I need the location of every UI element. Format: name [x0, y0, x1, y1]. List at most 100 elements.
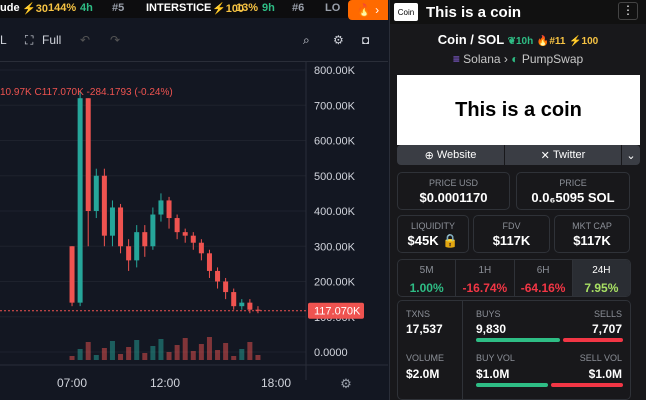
price-chart[interactable]: 800.00K 700.00K 600.00K 500.00K 400.00K 300.0…: [0, 20, 388, 400]
solana-icon: ≡: [452, 52, 460, 66]
volume-bar: [239, 349, 245, 360]
score-badge: ⚡100: [569, 36, 599, 47]
settings-icon[interactable]: ⚙: [340, 377, 352, 392]
rank-value: #11: [549, 36, 566, 47]
volume-bar: [158, 339, 164, 360]
candle-body: [142, 232, 148, 247]
txns-value: 17,537: [406, 322, 443, 336]
candle-body: [166, 200, 172, 219]
lock-icon[interactable]: 🔒: [442, 233, 459, 248]
website-button[interactable]: ⊕ Website: [397, 145, 504, 165]
sells-label: SELLS: [593, 309, 622, 319]
pair-panel: Coin This is a coin ⋮ Coin / SOL ❦10h 🔥#…: [389, 0, 646, 400]
ticker-item-2[interactable]: INTERSTICE: [146, 2, 212, 14]
y-tick-label: 400.00K: [314, 206, 356, 218]
ticker-item-1[interactable]: ude: [0, 2, 20, 14]
y-tick-label: 0.0000: [314, 347, 348, 359]
volume-bar: [109, 341, 115, 360]
fire-icon: 🔥: [356, 3, 372, 17]
volume-bar: [231, 356, 237, 360]
tab-1h-label: 1H: [478, 265, 492, 276]
y-tick-label: 300.00K: [314, 241, 356, 253]
stats-divider: [462, 301, 463, 400]
more-icon[interactable]: ⋮: [618, 2, 638, 20]
volume-bar: [85, 342, 91, 360]
volume-bar: [206, 337, 212, 360]
ticker-age-1: 4h: [80, 2, 93, 14]
volume-value: $2.0M: [406, 367, 440, 381]
chain-breadcrumb: ≡ Solana › ◐ PumpSwap: [452, 52, 584, 66]
pair-name: Coin / SOL: [437, 32, 504, 47]
price-usd-value: $0.0001170: [419, 190, 488, 205]
candle-body: [190, 235, 196, 243]
liquidity-label: LIQUIDITY: [410, 221, 455, 231]
fullscreen-label: Full: [42, 33, 62, 47]
camera-icon[interactable]: ◘: [362, 33, 370, 47]
tab-5m-label: 5M: [419, 265, 434, 276]
candle-body: [247, 302, 253, 310]
tab-6h-value: -64.16%: [520, 281, 566, 295]
ticker-pct-1: 144%: [48, 2, 77, 14]
candle-body: [158, 200, 164, 215]
volume-bar: [247, 342, 253, 360]
rank-badge: 🔥#11: [536, 36, 566, 47]
volume-bar: [77, 349, 83, 360]
candle-body: [215, 270, 221, 282]
twitter-label: Twitter: [552, 149, 586, 161]
fullscreen-icon[interactable]: ⛶: [25, 33, 34, 47]
tab-24h[interactable]: 24H 7.95%: [572, 260, 630, 296]
interval-button[interactable]: L: [0, 33, 7, 47]
candle-body: [126, 246, 132, 261]
mcap-card: MKT CAP $117K: [554, 215, 630, 253]
tab-5m[interactable]: 5M 1.00%: [398, 260, 457, 296]
gear-icon[interactable]: ⚙: [333, 33, 344, 47]
dex-link[interactable]: PumpSwap: [521, 52, 584, 66]
liquidity-card: LIQUIDITY $45K 🔒: [397, 215, 469, 253]
x-tick-label: 07:00: [57, 376, 87, 390]
volume-bar: [255, 355, 261, 360]
redo-icon[interactable]: ↷: [110, 33, 121, 47]
y-tick-label: 600.00K: [314, 136, 356, 148]
tab-1h[interactable]: 1H -16.74%: [456, 260, 515, 296]
undo-icon[interactable]: ↶: [80, 33, 91, 47]
chevron-down-icon[interactable]: ⌄: [622, 145, 640, 165]
volume-bar: [166, 352, 172, 360]
candle-body: [134, 232, 140, 261]
score-value: 100: [581, 36, 599, 47]
tab-5m-value: 1.00%: [409, 281, 444, 295]
last-price-label: 117.070K: [314, 306, 361, 318]
zoom-icon[interactable]: ⌕: [303, 33, 310, 47]
volume-bar: [150, 346, 156, 360]
volume-bar: [182, 338, 188, 360]
price-usd-card: PRICE USD $0.0001170: [397, 172, 510, 210]
ticker-item-3[interactable]: LO: [325, 2, 341, 14]
volume-bar: [93, 355, 99, 360]
panel-title: This is a coin: [426, 3, 522, 21]
fdv-value: $117K: [492, 233, 531, 248]
sell-vol-value: $1.0M: [588, 367, 622, 381]
candle-body: [239, 302, 245, 307]
coin-logo: Coin: [394, 3, 418, 21]
y-tick-label: 700.00K: [314, 100, 356, 112]
volume-bar: [126, 347, 132, 360]
ticker-score-2: ⚡100: [212, 3, 245, 15]
tab-6h[interactable]: 6H -64.16%: [515, 260, 573, 296]
x-icon: ✕: [540, 149, 550, 162]
candle-body: [77, 98, 83, 303]
price-native-label: PRICE: [559, 178, 587, 188]
ticker-pct-2: 13%: [236, 2, 259, 14]
candle-body: [206, 253, 212, 271]
candle-body: [174, 218, 180, 233]
volume-bar: [118, 354, 124, 360]
trending-ticker: ude ⚡30 144% 4h #5 INTERSTICE ⚡100 13% 9…: [0, 0, 388, 18]
volume-label: VOLUME: [406, 353, 445, 363]
candle-body: [231, 292, 237, 307]
fire-button[interactable]: 🔥 ›: [348, 0, 388, 20]
candle-body: [255, 309, 261, 311]
candle-body: [69, 246, 75, 303]
twitter-button[interactable]: ✕ Twitter: [505, 145, 621, 165]
candle-body: [118, 207, 124, 247]
chain-link[interactable]: Solana: [463, 52, 501, 66]
candle-body: [85, 98, 91, 211]
